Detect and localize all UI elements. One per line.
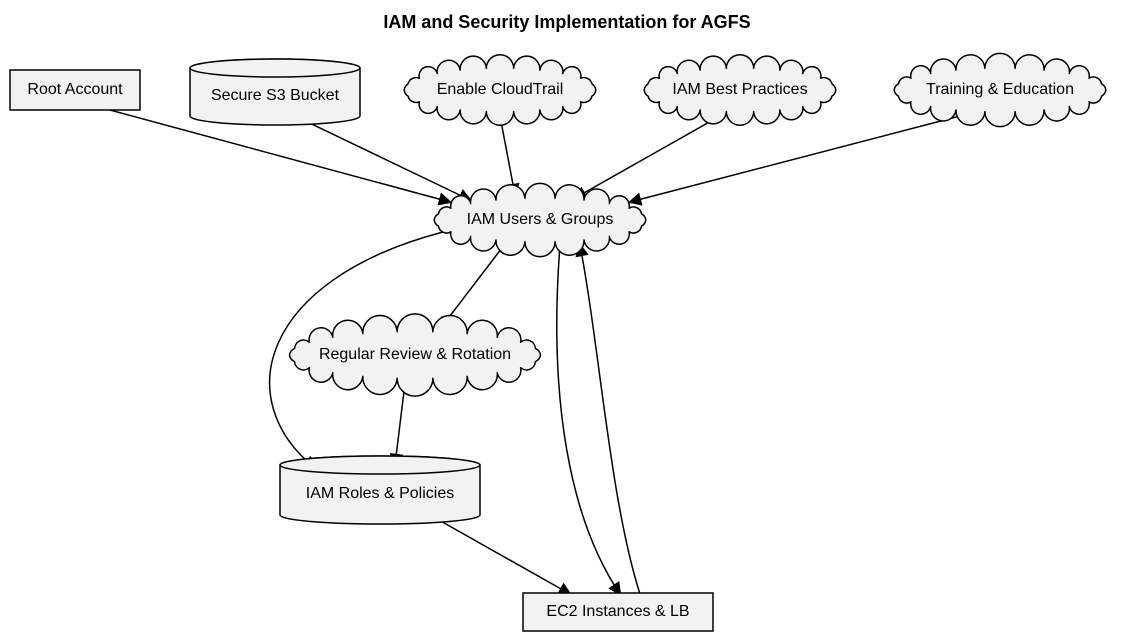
edge-s3-usersgrp	[295, 116, 470, 200]
node-label-root: Root Account	[27, 81, 123, 98]
node-label-s3: Secure S3 Bucket	[211, 87, 340, 104]
edge-training-usersgrp	[630, 116, 960, 202]
node-s3: Secure S3 Bucket	[190, 59, 360, 125]
node-training: Training & Education	[894, 53, 1106, 126]
edge-review-roles	[395, 383, 405, 465]
node-cloudtrail: Enable CloudTrail	[404, 55, 596, 126]
node-usersgrp: IAM Users & Groups	[434, 183, 646, 256]
node-label-ec2: EC2 Instances & LB	[546, 603, 689, 620]
node-label-review: Regular Review & Rotation	[319, 346, 511, 363]
edge-cloudtrail-usersgrp	[500, 116, 515, 195]
diagram-title: IAM and Security Implementation for AGFS	[383, 12, 750, 32]
node-root: Root Account	[10, 70, 140, 110]
node-roles: IAM Roles & Policies	[280, 456, 480, 524]
node-label-bestprac: IAM Best Practices	[672, 81, 807, 98]
edge-roles-ec2	[430, 515, 570, 594]
node-label-usersgrp: IAM Users & Groups	[467, 211, 614, 228]
edge-bestprac-usersgrp	[575, 116, 720, 198]
node-label-roles: IAM Roles & Policies	[306, 485, 455, 502]
node-review: Regular Review & Rotation	[289, 314, 540, 396]
node-label-cloudtrail: Enable CloudTrail	[437, 81, 564, 98]
node-bestprac: IAM Best Practices	[644, 55, 836, 126]
node-label-training: Training & Education	[926, 81, 1074, 98]
node-ec2: EC2 Instances & LB	[523, 593, 713, 631]
edge-ec2-usersgrp	[580, 245, 640, 594]
